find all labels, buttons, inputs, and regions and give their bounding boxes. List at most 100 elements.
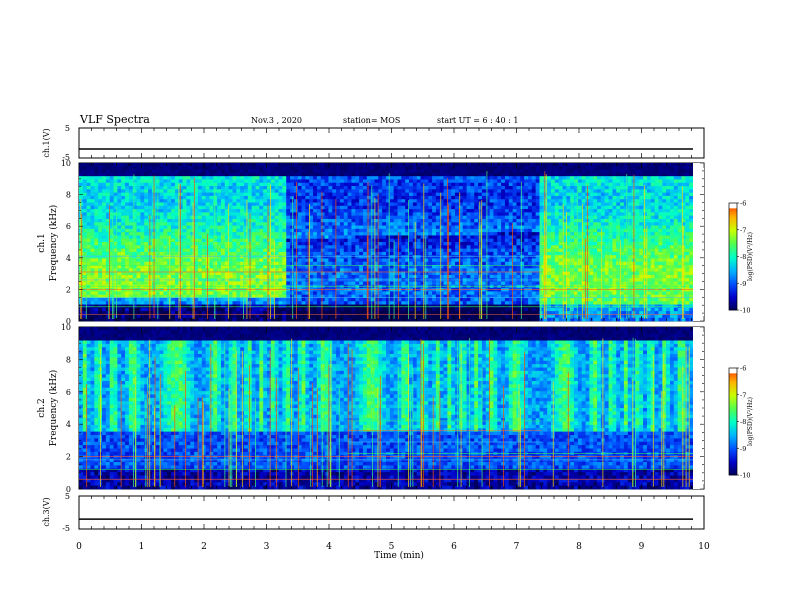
spectrogram-cell: [270, 202, 276, 207]
spectrogram-cell: [362, 235, 368, 240]
spectrogram-cell: [451, 251, 456, 256]
spectrogram-cell: [163, 218, 168, 223]
spectrogram-cell: [451, 205, 456, 210]
spectrogram-cell: [113, 304, 118, 309]
spectrogram-cell: [228, 311, 233, 315]
spectrogram-cell: [125, 245, 130, 249]
spectrogram-cell: [405, 291, 410, 295]
spectrogram-cell: [447, 268, 452, 272]
spectrogram-cell: [347, 186, 352, 190]
spectrogram-cell: [113, 169, 118, 174]
spectrogram-cell: [447, 179, 452, 184]
spectrogram-cell: [462, 195, 467, 200]
spectrogram-cell: [324, 301, 329, 305]
spectrogram-cell: [447, 307, 452, 312]
spectrogram-cell: [313, 202, 318, 207]
spectrogram-cell: [267, 169, 272, 174]
spectrogram-cell: [412, 205, 417, 210]
spectrogram-cell: [293, 242, 299, 246]
spectrogram-cell: [290, 199, 295, 203]
spectrogram-cell: [339, 265, 345, 269]
spectrogram-cell: [351, 222, 356, 226]
spectrogram-cell: [393, 245, 398, 249]
spectrogram-cell: [282, 311, 287, 315]
spectrogram-cell: [424, 294, 429, 299]
spectrogram-cell: [94, 218, 99, 223]
spectrogram-cell: [293, 212, 299, 216]
spectrogram-cell: [278, 268, 283, 272]
spectrogram-cell: [163, 176, 168, 180]
spectrogram-cell: [386, 232, 391, 236]
spectrogram-cell: [378, 274, 383, 279]
spectrogram-cell: [163, 297, 168, 302]
spectrogram-cell: [389, 304, 394, 309]
spectrogram-cell: [455, 172, 460, 177]
spectrogram-cell: [389, 209, 394, 213]
spectrogram-cell: [355, 212, 360, 216]
spectrogram-cell: [366, 176, 371, 180]
spectrogram-cell: [466, 255, 471, 259]
spectrogram-cell: [98, 317, 103, 322]
spectrogram-cell: [382, 268, 387, 272]
spectrogram-cell: [393, 228, 398, 233]
spectrogram-cell: [455, 271, 460, 276]
spectrogram-cell: [328, 212, 333, 216]
spectrogram-cell: [409, 248, 414, 253]
spectrogram-cell: [297, 172, 302, 177]
spectrogram-cell: [455, 195, 460, 200]
spectrogram-cell: [397, 291, 402, 295]
spectrogram-cell: [362, 245, 368, 249]
spectrogram-cell: [224, 176, 229, 180]
spectrogram-cell: [366, 222, 371, 226]
spectrogram-cell: [117, 245, 122, 249]
spectrogram-cell: [416, 166, 421, 170]
spectrogram-cell: [105, 317, 110, 322]
spectrogram-cell: [197, 222, 203, 226]
spectrogram-cell: [466, 251, 471, 256]
spectrogram-cell: [105, 215, 110, 220]
spectrogram-cell: [455, 163, 460, 167]
spectrogram-cell: [320, 251, 325, 256]
spectrogram-cell: [282, 242, 287, 246]
spectrogram-cell: [232, 258, 237, 263]
spectrogram-cell: [79, 182, 84, 187]
spectrogram-cell: [255, 209, 260, 213]
spectrogram-cell: [197, 195, 203, 200]
spectrogram-cell: [270, 245, 276, 249]
spectrogram-cell: [209, 232, 214, 236]
spectrogram-cell: [213, 195, 218, 200]
spectrogram-cell: [232, 232, 237, 236]
spectrogram-cell: [420, 265, 425, 269]
spectrogram-cell: [178, 166, 183, 170]
spectrogram-cell: [397, 311, 402, 315]
spectrogram-cell: [255, 228, 260, 233]
spectrogram-cell: [462, 192, 467, 197]
spectrogram-cell: [305, 215, 310, 220]
spectrogram-cell: [420, 258, 425, 263]
spectrogram-cell: [217, 199, 222, 203]
spectrogram-cell: [217, 212, 222, 216]
spectrogram-cell: [201, 245, 206, 249]
spectrogram-cell: [171, 291, 176, 295]
spectrogram-cell: [359, 311, 364, 315]
spectrogram-cell: [86, 179, 91, 184]
spectrogram-cell: [397, 212, 402, 216]
spectrogram-cell: [362, 232, 368, 236]
spectrogram-cell: [194, 169, 199, 174]
spectrogram-cell: [309, 271, 314, 276]
spectrogram-cell: [98, 166, 103, 170]
spectrogram-cell: [359, 268, 364, 272]
spectrogram-cell: [435, 311, 441, 315]
spectrogram-cell: [244, 163, 249, 167]
spectrogram-cell: [194, 265, 199, 269]
spectrogram-cell: [389, 192, 394, 197]
spectrogram-cell: [451, 274, 456, 279]
spectrogram-cell: [424, 225, 429, 230]
spectrogram-cell: [320, 248, 325, 253]
spectrogram-cell: [424, 317, 429, 322]
spectrogram-cell: [109, 212, 114, 216]
spectrogram-cell: [182, 317, 187, 322]
spectrogram-cell: [190, 172, 195, 177]
spectrogram-cell: [443, 307, 448, 312]
spectrogram-cell: [251, 225, 256, 230]
